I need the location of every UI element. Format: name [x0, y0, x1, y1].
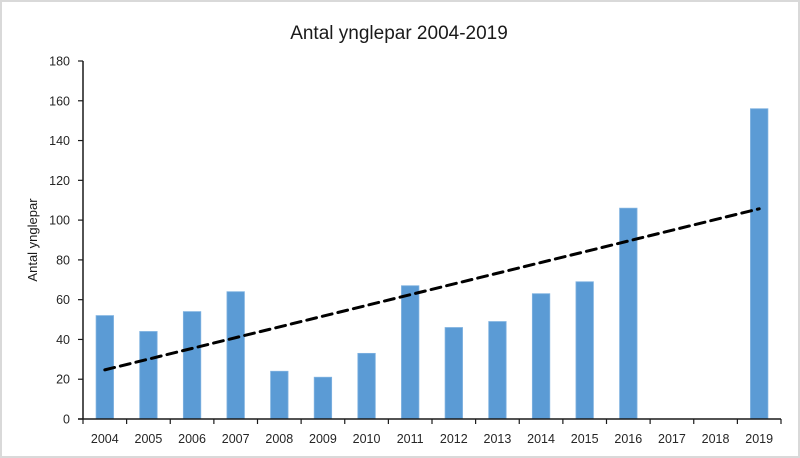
chart-title: Antal ynglepar 2004-2019 — [290, 23, 508, 44]
bar-2007 — [226, 291, 245, 420]
x-tick-label: 2011 — [397, 432, 424, 446]
trendline — [103, 207, 761, 372]
y-tick-label: 0 — [63, 413, 70, 427]
bar-2011 — [401, 285, 420, 420]
y-tick-label: 180 — [49, 55, 70, 69]
bar-2005 — [139, 331, 158, 420]
bar-2019 — [750, 108, 769, 420]
x-tick-label: 2010 — [353, 432, 381, 446]
y-tick-label: 120 — [49, 174, 70, 188]
x-tick-label: 2018 — [702, 432, 730, 446]
bar-2012 — [444, 327, 463, 420]
axes-layer — [78, 60, 782, 424]
x-tick-label: 2015 — [571, 432, 599, 446]
bars-layer — [95, 108, 769, 420]
trendline-layer — [103, 207, 761, 372]
x-tick-labels: 2004 2005 2006 2007 2008 2009 2010 2011 2012 2013… — [91, 432, 773, 446]
y-axis-title: Antal ynglepar — [25, 198, 40, 282]
y-tick-label: 60 — [56, 293, 70, 307]
x-tick-label: 2007 — [222, 432, 250, 446]
y-tick-label: 100 — [49, 214, 70, 228]
y-tick-label: 20 — [56, 373, 70, 387]
x-tick-label: 2012 — [440, 432, 468, 446]
y-tick-labels: 0 20 40 60 80 100 120 140 160 180 — [49, 55, 70, 427]
x-tick-label: 2006 — [178, 432, 206, 446]
x-tick-label: 2004 — [91, 432, 119, 446]
bar-2013 — [488, 321, 507, 420]
y-tick-label: 80 — [56, 253, 70, 267]
y-tick-label: 40 — [56, 333, 70, 347]
y-tick-label: 160 — [49, 94, 70, 108]
bar-2009 — [313, 376, 333, 420]
x-tick-label: 2014 — [527, 432, 555, 446]
x-tick-label: 2013 — [484, 432, 512, 446]
x-tick-label: 2017 — [658, 432, 686, 446]
x-tick-label: 2005 — [135, 432, 163, 446]
x-tick-label: 2008 — [265, 432, 293, 446]
x-tick-label: 2016 — [614, 432, 642, 446]
x-tick-label: 2019 — [745, 432, 773, 446]
bar-2015 — [575, 281, 594, 420]
bar-2008 — [270, 370, 289, 420]
y-tick-label: 140 — [49, 134, 70, 148]
bar-2014 — [531, 293, 551, 420]
bar-2006 — [182, 311, 202, 420]
bar-2010 — [357, 352, 376, 420]
x-tick-label: 2009 — [309, 432, 337, 446]
